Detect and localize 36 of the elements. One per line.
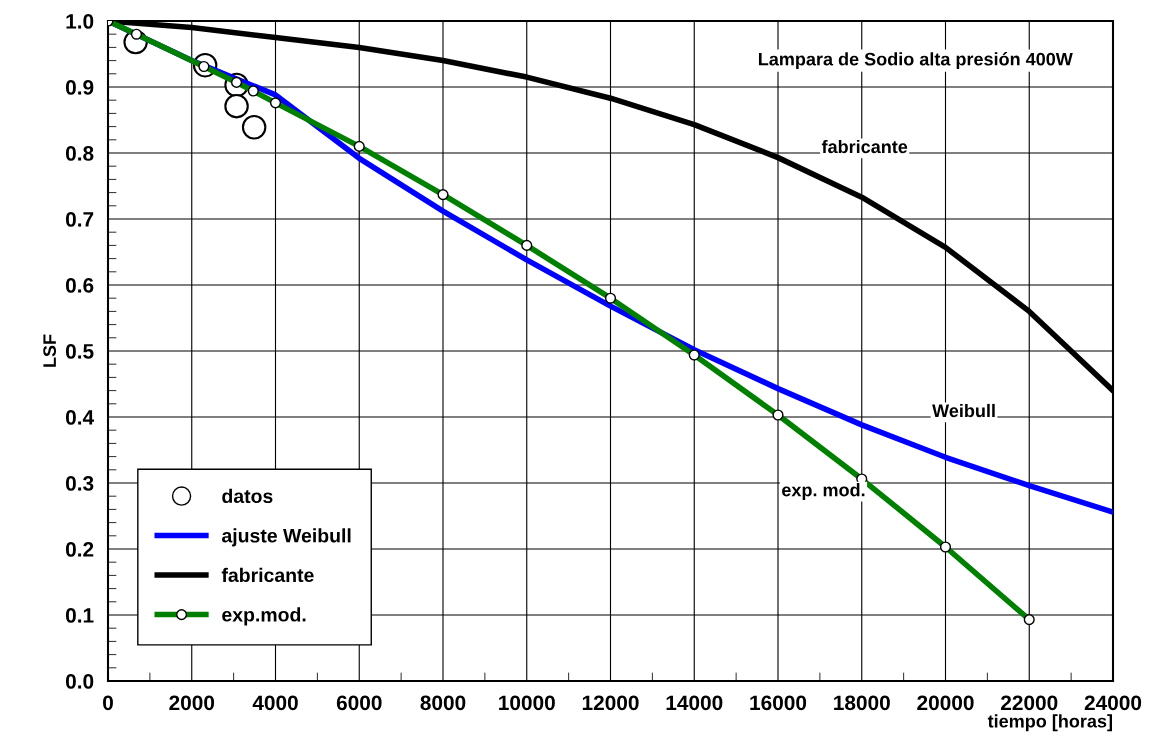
y-tick-label: 0.5	[65, 344, 94, 359]
x-tick-label: 10000	[499, 695, 555, 711]
x-tick-label: 0	[103, 695, 113, 711]
x-tick-label: 16000	[750, 695, 807, 711]
x-tick-label: 22000	[1001, 695, 1058, 711]
point	[241, 115, 267, 140]
legend-label: exp.mod.	[222, 607, 306, 626]
y-tick-label: 0.4	[65, 410, 94, 425]
y-tick-label: 0.2	[65, 542, 94, 557]
x-tick-label: 14000	[666, 695, 723, 711]
x-tick-label: 8000	[420, 695, 466, 711]
x-tick-label: 4000	[252, 695, 298, 711]
y-tick-label: 0.6	[65, 278, 94, 293]
y-tick-label: 0.8	[65, 146, 94, 161]
annotation: Weibull	[932, 403, 995, 418]
y-axis-title: LSF	[43, 334, 57, 367]
annotation: exp. mod.	[782, 483, 865, 500]
x-tick-label: 18000	[834, 695, 890, 711]
text: Lampara de Sodio alta presión 400W	[758, 52, 1073, 70]
y-tick-label: 0.9	[65, 80, 94, 95]
x-tick-label: 6000	[336, 695, 382, 711]
point	[224, 93, 249, 119]
annotation: fabricante	[821, 139, 908, 154]
y-tick-label: 0.7	[65, 212, 94, 227]
y-tick-label: 0.3	[65, 476, 94, 491]
y-tick-label: 0.0	[65, 674, 94, 689]
x-tick-label: 12000	[582, 695, 639, 711]
legend-label: fabricante	[221, 567, 314, 583]
y-tick-label: 1.0	[66, 14, 94, 29]
legend-label: ajuste Weibull	[222, 528, 351, 547]
x-tick-label: 2000	[169, 695, 215, 711]
x-tick-label: 20000	[917, 695, 974, 711]
x-axis-title: tiempo [horas]	[987, 714, 1112, 732]
y-tick-label: 0.1	[65, 608, 94, 623]
legend-label: datos	[222, 488, 273, 504]
x-tick-label: 24000	[1084, 695, 1142, 711]
